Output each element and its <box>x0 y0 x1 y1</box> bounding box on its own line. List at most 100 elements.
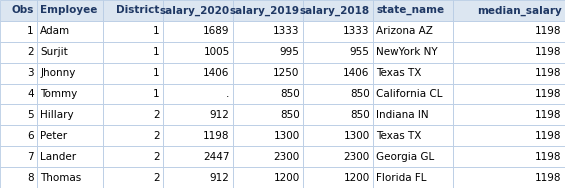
Text: Jhonny: Jhonny <box>40 68 76 78</box>
Bar <box>373 21 453 42</box>
Text: Tommy: Tommy <box>40 89 77 99</box>
Bar <box>453 42 565 63</box>
Bar <box>373 125 453 146</box>
Bar <box>303 42 373 63</box>
Text: Adam: Adam <box>40 26 71 36</box>
Bar <box>303 0 373 21</box>
Text: 1: 1 <box>153 26 159 36</box>
Text: 7: 7 <box>27 152 33 162</box>
Text: 1250: 1250 <box>273 68 299 78</box>
Text: .: . <box>226 89 229 99</box>
Text: Texas TX: Texas TX <box>376 68 421 78</box>
Bar <box>0 167 37 188</box>
Bar <box>453 167 565 188</box>
Bar <box>373 63 453 83</box>
Text: 1198: 1198 <box>535 26 562 36</box>
Bar <box>163 42 233 63</box>
Text: 2: 2 <box>153 173 159 183</box>
Text: 850: 850 <box>350 110 370 120</box>
Bar <box>303 105 373 125</box>
Bar <box>303 125 373 146</box>
Bar <box>163 167 233 188</box>
Text: 1300: 1300 <box>344 131 370 141</box>
Text: 850: 850 <box>280 89 299 99</box>
Text: 1406: 1406 <box>343 68 370 78</box>
Bar <box>233 63 303 83</box>
Text: 1198: 1198 <box>535 173 562 183</box>
Text: 1198: 1198 <box>535 152 562 162</box>
Text: Indiana IN: Indiana IN <box>376 110 429 120</box>
Text: 1: 1 <box>27 26 33 36</box>
Bar <box>163 105 233 125</box>
Bar <box>453 63 565 83</box>
Bar <box>103 0 163 21</box>
Bar <box>37 146 103 167</box>
Bar <box>233 125 303 146</box>
Bar <box>37 21 103 42</box>
Text: 1: 1 <box>153 47 159 57</box>
Bar <box>0 63 37 83</box>
Bar <box>103 105 163 125</box>
Text: 1333: 1333 <box>273 26 299 36</box>
Text: 1198: 1198 <box>535 47 562 57</box>
Bar <box>303 83 373 105</box>
Bar <box>453 0 565 21</box>
Bar <box>0 21 37 42</box>
Text: 2: 2 <box>153 131 159 141</box>
Bar <box>0 42 37 63</box>
Text: Arizona AZ: Arizona AZ <box>376 26 433 36</box>
Text: salary_2018: salary_2018 <box>299 5 370 16</box>
Text: NewYork NY: NewYork NY <box>376 47 438 57</box>
Text: Georgia GL: Georgia GL <box>376 152 434 162</box>
Text: median_salary: median_salary <box>477 5 562 16</box>
Text: 2447: 2447 <box>203 152 229 162</box>
Bar <box>373 105 453 125</box>
Bar <box>453 83 565 105</box>
Bar <box>233 83 303 105</box>
Text: 4: 4 <box>27 89 33 99</box>
Text: 1198: 1198 <box>535 89 562 99</box>
Bar <box>303 63 373 83</box>
Bar <box>37 83 103 105</box>
Text: Employee: Employee <box>40 5 98 15</box>
Bar <box>103 42 163 63</box>
Bar <box>0 83 37 105</box>
Bar <box>0 146 37 167</box>
Bar <box>37 63 103 83</box>
Bar <box>163 146 233 167</box>
Text: 2300: 2300 <box>273 152 299 162</box>
Bar <box>303 146 373 167</box>
Text: 1198: 1198 <box>203 131 229 141</box>
Bar <box>37 0 103 21</box>
Text: 850: 850 <box>350 89 370 99</box>
Bar <box>373 42 453 63</box>
Text: 1005: 1005 <box>203 47 229 57</box>
Bar <box>303 167 373 188</box>
Bar <box>103 167 163 188</box>
Text: Hillary: Hillary <box>40 110 74 120</box>
Bar <box>163 0 233 21</box>
Bar <box>0 105 37 125</box>
Bar <box>0 125 37 146</box>
Bar <box>303 21 373 42</box>
Bar <box>163 63 233 83</box>
Text: salary_2020: salary_2020 <box>159 5 229 16</box>
Text: 1300: 1300 <box>273 131 299 141</box>
Text: 5: 5 <box>27 110 33 120</box>
Text: 1198: 1198 <box>535 110 562 120</box>
Text: 1198: 1198 <box>535 68 562 78</box>
Text: California CL: California CL <box>376 89 443 99</box>
Text: 2: 2 <box>153 110 159 120</box>
Text: 955: 955 <box>350 47 370 57</box>
Text: 2: 2 <box>27 47 33 57</box>
Bar <box>373 167 453 188</box>
Text: 2300: 2300 <box>344 152 370 162</box>
Bar <box>453 146 565 167</box>
Bar <box>233 21 303 42</box>
Text: 1200: 1200 <box>344 173 370 183</box>
Text: 2: 2 <box>153 152 159 162</box>
Bar <box>103 21 163 42</box>
Bar <box>373 83 453 105</box>
Text: 6: 6 <box>27 131 33 141</box>
Text: 1: 1 <box>153 89 159 99</box>
